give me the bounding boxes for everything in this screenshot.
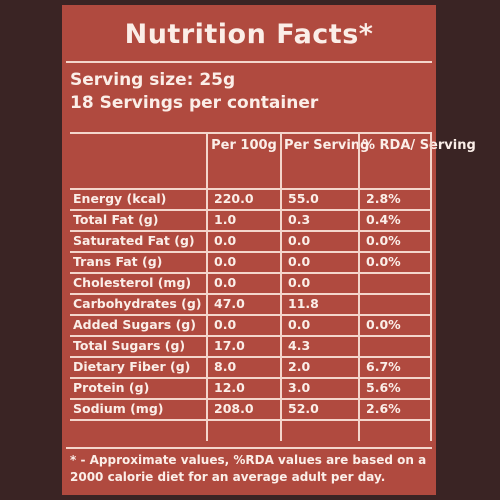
column-divider [280,132,282,441]
label-title: Nutrition Facts* [124,19,374,50]
header-per-100g: Per 100g [211,138,277,153]
value-per-100g: 17.0 [214,338,245,353]
value-rda: 6.7% [366,359,401,374]
row-divider [70,419,432,421]
value-per-100g: 1.0 [214,212,237,227]
header-nutrient [70,132,206,188]
value-per-serving: 52.0 [288,401,319,416]
row-divider [70,377,432,379]
value-rda: 0.0% [366,317,401,332]
row-divider [70,314,432,316]
value-per-100g: 0.0 [214,233,237,248]
nutrient-name: Sodium (mg) [73,401,164,416]
nutrition-label: Nutrition Facts* Serving size: 25g 18 Se… [62,5,476,495]
value-rda [360,272,432,293]
column-divider [206,132,208,441]
row-divider [70,335,432,337]
table-row: Saturated Fat (g) 0.0 0.0 0.0% [70,230,432,251]
table-row: Trans Fat (g) 0.0 0.0 0.0% [70,251,432,272]
servings-per-container: 18 Servings per container [70,93,319,113]
footnote: * - Approximate values, %RDA values are … [70,453,427,484]
row-divider [70,398,432,400]
nutrient-name: Cholesterol (mg) [73,275,192,290]
value-rda: 0.0% [366,254,401,269]
value-per-serving: 0.0 [288,317,311,332]
nutrient-name: Saturated Fat (g) [73,233,195,248]
value-rda [360,335,432,356]
value-rda [360,293,432,314]
row-divider [70,293,432,295]
table-row: Dietary Fiber (g) 8.0 2.0 6.7% [70,356,432,377]
row-divider [70,272,432,274]
table-row: Cholesterol (mg) 0.0 0.0 [70,272,432,293]
value-per-100g: 220.0 [214,191,254,206]
value-per-serving: 0.0 [288,275,311,290]
table-row: Protein (g) 12.0 3.0 5.6% [70,377,432,398]
column-divider [430,132,432,441]
column-divider [358,132,360,441]
row-divider [70,230,432,232]
table-top-rule [70,132,432,134]
value-per-100g: 8.0 [214,359,237,374]
value-per-serving: 11.8 [288,296,319,311]
value-per-100g: 0.0 [214,317,237,332]
value-per-serving: 3.0 [288,380,311,395]
table-header-row: Per 100g Per Serving % RDA/ Serving [70,132,476,188]
nutrient-name: Protein (g) [73,380,150,395]
table-row: Total Fat (g) 1.0 0.3 0.4% [70,209,432,230]
nutrient-name: Carbohydrates (g) [73,296,202,311]
serving-size: Serving size: 25g [70,70,236,90]
table-row: Added Sugars (g) 0.0 0.0 0.0% [70,314,432,335]
nutrient-name: Total Sugars (g) [73,338,186,353]
table-row: Energy (kcal) 220.0 55.0 2.8% [70,188,432,209]
nutrition-table: Per 100g Per Serving % RDA/ Serving Ener… [70,132,476,419]
row-divider [70,251,432,253]
value-per-100g: 0.0 [214,275,237,290]
value-per-100g: 208.0 [214,401,254,416]
value-per-100g: 12.0 [214,380,245,395]
row-divider [70,188,432,190]
row-divider [70,209,432,211]
value-rda: 0.4% [366,212,401,227]
value-per-serving: 0.0 [288,254,311,269]
nutrient-name: Added Sugars (g) [73,317,196,332]
value-per-serving: 0.3 [288,212,311,227]
value-per-serving: 2.0 [288,359,311,374]
value-per-serving: 0.0 [288,233,311,248]
header-per-serving: Per Serving [284,138,370,153]
value-rda: 2.6% [366,401,401,416]
value-per-serving: 4.3 [288,338,311,353]
value-rda: 0.0% [366,233,401,248]
footnote-divider [66,447,432,449]
nutrient-name: Trans Fat (g) [73,254,163,269]
table-row: Total Sugars (g) 17.0 4.3 [70,335,432,356]
nutrient-name: Dietary Fiber (g) [73,359,191,374]
table-row: Sodium (mg) 208.0 52.0 2.6% [70,398,432,419]
table-row: Carbohydrates (g) 47.0 11.8 [70,293,432,314]
value-per-100g: 47.0 [214,296,245,311]
nutrient-name: Total Fat (g) [73,212,159,227]
title-divider [66,61,432,63]
value-rda: 5.6% [366,380,401,395]
value-rda: 2.8% [366,191,401,206]
row-divider [70,356,432,358]
value-per-serving: 55.0 [288,191,319,206]
header-rda: % RDA/ Serving [362,138,476,153]
value-per-100g: 0.0 [214,254,237,269]
nutrient-name: Energy (kcal) [73,191,167,206]
